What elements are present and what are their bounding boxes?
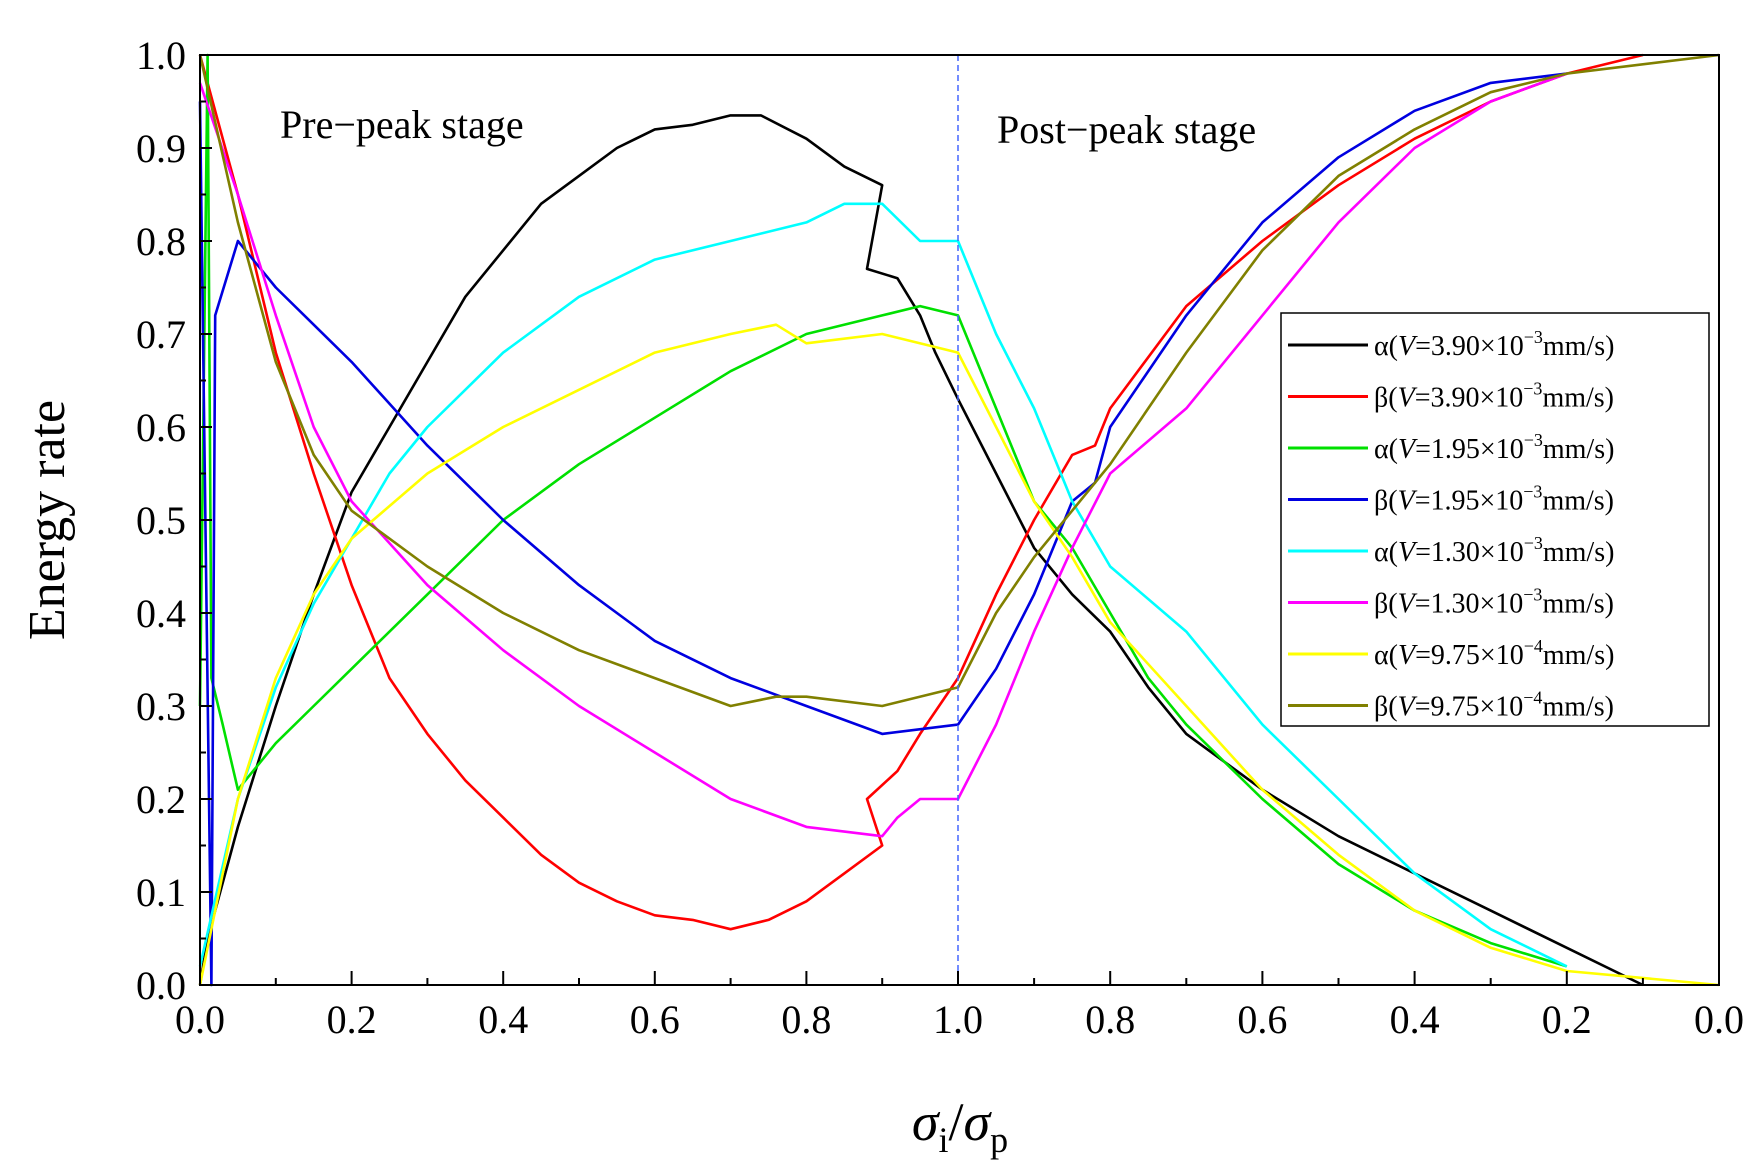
x-title-sub2: p xyxy=(990,1120,1008,1160)
legend-label-1: β(V=3.90×10−3mm/s) xyxy=(1374,379,1614,414)
x-tick-label-post-4: 0.0 xyxy=(1694,997,1744,1042)
x-tick-label-pre-4: 0.8 xyxy=(781,997,831,1042)
y-tick-label-9: 0.9 xyxy=(136,126,186,171)
x-tick-label-pre-2: 0.4 xyxy=(478,997,528,1042)
series-line-3 xyxy=(198,72,1567,987)
x-title-sub1: i xyxy=(938,1120,948,1160)
y-tick-label-5: 0.5 xyxy=(136,498,186,543)
x-title-slash: / xyxy=(949,1092,964,1152)
legend-label-2: α(V=1.95×10−3mm/s) xyxy=(1374,430,1614,465)
y-tick-label-2: 0.2 xyxy=(136,777,186,822)
y-tick-label-6: 0.6 xyxy=(136,405,186,450)
series-line-5 xyxy=(198,72,1568,838)
legend: α(V=3.90×10−3mm/s) β(V=3.90×10−3mm/s) α(V=… xyxy=(1280,312,1710,727)
x-title-sigma2: σ xyxy=(964,1092,993,1152)
x-tick-label-pre-5: 1.0 xyxy=(933,997,983,1042)
x-title-sigma1: σ xyxy=(912,1092,941,1152)
pre-peak-annotation: Pre−peak stage xyxy=(280,102,524,147)
x-tick-label-post-2: 0.4 xyxy=(1390,997,1440,1042)
x-tick-label-post-1: 0.6 xyxy=(1237,997,1287,1042)
legend-label-5: β(V=1.30×10−3mm/s) xyxy=(1374,585,1614,620)
y-tick-label-8: 0.8 xyxy=(136,219,186,264)
y-tick-label-4: 0.4 xyxy=(136,591,186,636)
series-line-4 xyxy=(198,202,1568,968)
y-tick-label-0: 0.0 xyxy=(136,963,186,1008)
series-layer xyxy=(198,53,1720,987)
ticks-layer: 0.0 0.1 0.2 0.3 0.4 0.5 0.6 0.7 0.8 0.9 1.0 0.0 0.2 0… xyxy=(136,33,1744,1042)
series-line-7 xyxy=(198,53,1720,708)
legend-label-7: β(V=9.75×10−4mm/s) xyxy=(1374,688,1614,723)
series-line-2 xyxy=(198,53,1568,968)
y-tick-label-10: 1.0 xyxy=(136,33,186,78)
y-axis-title: Energy rate xyxy=(19,400,76,640)
x-tick-label-pre-0: 0.0 xyxy=(175,997,225,1042)
post-peak-annotation: Post−peak stage xyxy=(997,107,1256,152)
legend-label-0: α(V=3.90×10−3mm/s) xyxy=(1374,327,1614,362)
legend-label-3: β(V=1.95×10−3mm/s) xyxy=(1374,482,1614,517)
y-tick-label-3: 0.3 xyxy=(136,684,186,729)
legend-label-6: α(V=9.75×10−4mm/s) xyxy=(1374,636,1614,671)
series-line-6 xyxy=(198,323,1720,987)
legend-label-4: α(V=1.30×10−3mm/s) xyxy=(1374,533,1614,568)
y-tick-label-1: 0.1 xyxy=(136,870,186,915)
x-tick-label-pre-1: 0.2 xyxy=(327,997,377,1042)
x-tick-label-post-0: 0.8 xyxy=(1085,997,1135,1042)
y-tick-label-7: 0.7 xyxy=(136,312,186,357)
x-axis-title: σi/σp xyxy=(912,1092,1008,1160)
x-tick-label-post-3: 0.2 xyxy=(1542,997,1592,1042)
legend-box xyxy=(1280,312,1710,727)
x-tick-label-pre-3: 0.6 xyxy=(630,997,680,1042)
series-line-0 xyxy=(198,114,1644,987)
